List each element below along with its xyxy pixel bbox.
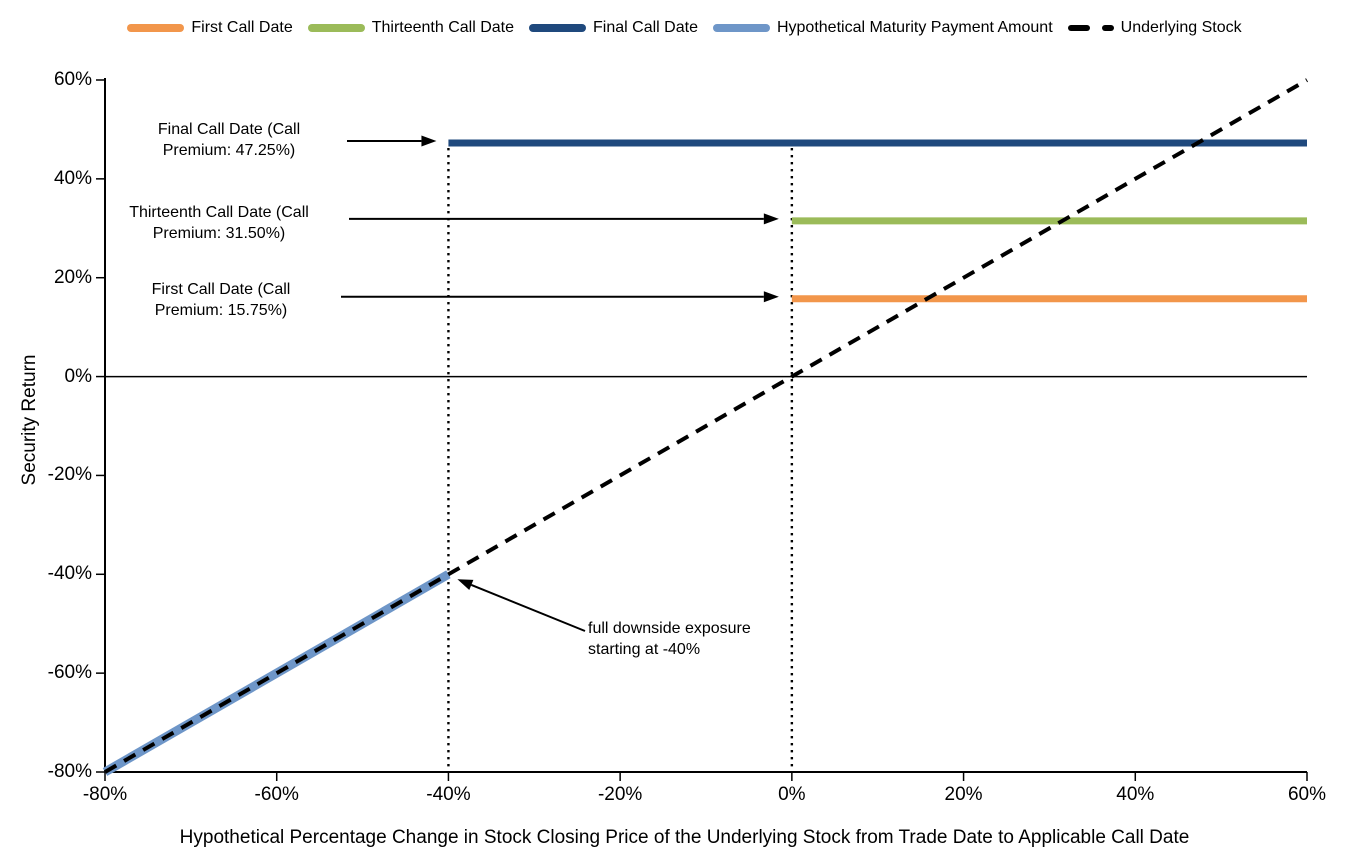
dash-segment — [1067, 25, 1090, 31]
legend-dashed-line-swatch-icon — [1067, 25, 1114, 31]
x-tick-label: 60% — [1287, 784, 1327, 805]
y-tick-label: -80% — [47, 761, 92, 782]
x-tick-label: 20% — [944, 784, 983, 805]
x-tick-label: 40% — [1116, 784, 1155, 805]
legend-line-swatch-icon — [529, 24, 587, 32]
legend-item: First Call Date — [127, 15, 293, 41]
annotation-line: Premium: 47.25%) — [162, 142, 296, 159]
legend-line-swatch-icon — [127, 24, 185, 32]
legend-item: Final Call Date — [529, 15, 698, 41]
y-tick-label: 20% — [53, 266, 92, 288]
annotation-arrow-shaft — [470, 583, 586, 632]
annotation-line: Premium: 15.75%) — [154, 302, 288, 319]
y-tick-label: -60% — [47, 662, 92, 684]
x-tick-label: -60% — [254, 784, 299, 805]
legend-label: Thirteenth Call Date — [371, 19, 515, 36]
annotation-first-call-date: First Call Date (Call Premium: 15.75%) — [106, 279, 336, 321]
series-line-underlying-stock — [104, 78, 1308, 774]
annotation-arrow-head — [421, 135, 437, 147]
x-tick-label: -20% — [597, 784, 643, 805]
legend-line-swatch-icon — [712, 24, 770, 32]
x-axis-title: Hypothetical Percentage Change in Stock … — [179, 827, 1190, 848]
legend-label: First Call Date — [191, 19, 293, 36]
dash-segment — [1101, 25, 1114, 31]
annotation-line: Thirteenth Call Date (Call — [129, 204, 309, 221]
annotation-line: Premium: 31.50%) — [152, 225, 286, 242]
legend-item: Underlying Stock — [1067, 15, 1242, 41]
x-tick-label: -80% — [82, 784, 128, 805]
legend-label: Hypothetical Maturity Payment Amount — [776, 19, 1053, 36]
x-tick-label: 0% — [778, 784, 806, 805]
x-tick-label: -40% — [426, 784, 471, 805]
annotation-line: full downside exposure — [588, 620, 751, 637]
y-tick-label: 60% — [53, 69, 92, 90]
legend-label: Underlying Stock — [1120, 19, 1242, 36]
y-tick-label: -40% — [47, 563, 92, 585]
annotation-line: Final Call Date (Call — [157, 121, 301, 138]
annotation-line: First Call Date (Call — [151, 281, 291, 298]
annotation-line: starting at -40% — [588, 641, 701, 658]
y-tick-label: 40% — [53, 167, 92, 189]
annotation-thirteenth-call-date: Thirteenth Call Date (Call Premium: 31.5… — [99, 202, 339, 244]
chart-legend: First Call Date Thirteenth Call Date Final… — [0, 15, 1369, 41]
annotation-arrow-head — [457, 579, 474, 591]
annotation-downside-exposure: full downside exposure starting at -40% — [588, 618, 751, 660]
y-tick-label: -20% — [47, 464, 92, 486]
y-axis-title: Security Return — [19, 354, 40, 486]
y-tick-label: 0% — [64, 365, 92, 387]
annotation-final-call-date: Final Call Date (Call Premium: 47.25%) — [114, 119, 344, 161]
legend-line-swatch-icon — [307, 24, 365, 32]
annotation-arrow-head — [763, 213, 779, 225]
legend-label: Final Call Date — [593, 19, 698, 36]
legend-item: Thirteenth Call Date — [307, 15, 515, 41]
legend-item: Hypothetical Maturity Payment Amount — [712, 15, 1053, 41]
annotation-arrow-head — [763, 291, 779, 303]
